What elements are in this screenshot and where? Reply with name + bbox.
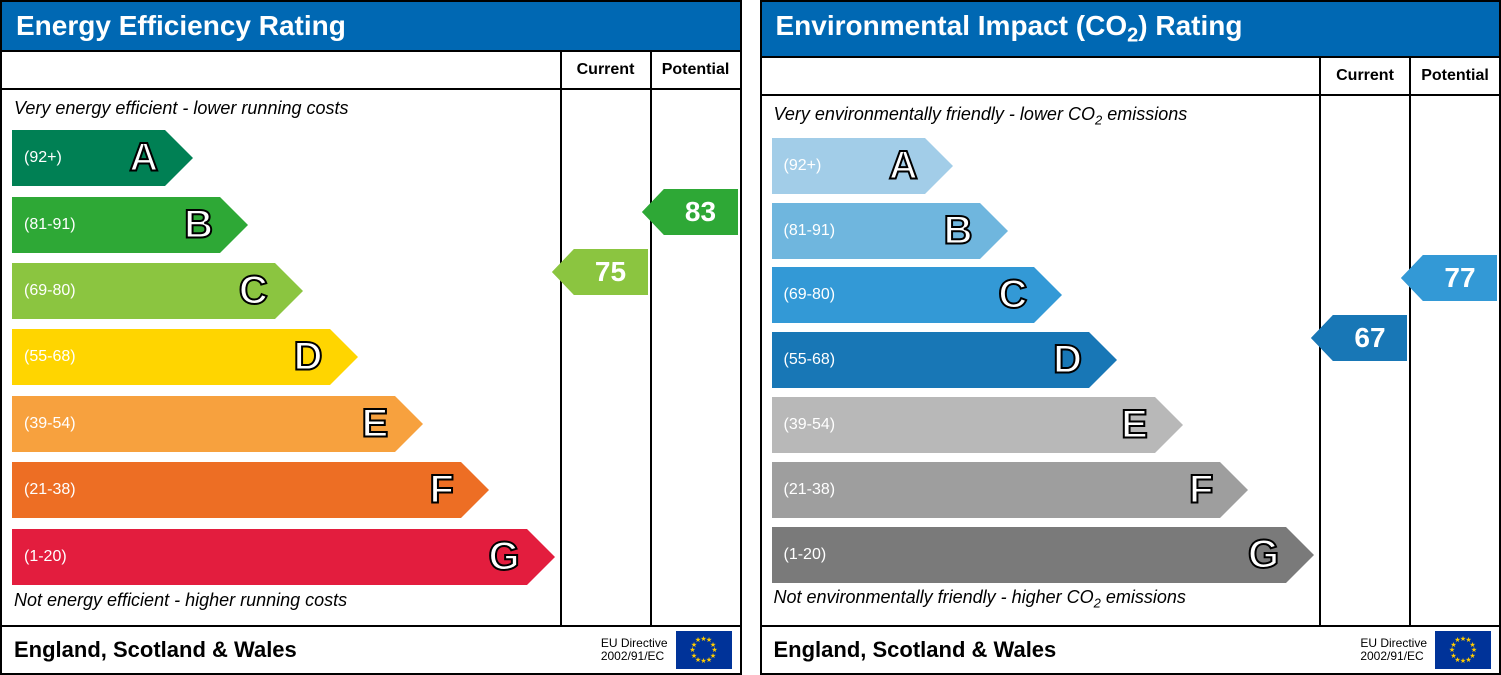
band-range: (39-54) [24,415,76,433]
rating-pointer: 75 [574,249,648,295]
rating-band-C: (69-80) C [12,263,560,319]
region-label: England, Scotland & Wales [14,637,601,663]
potential-column: 83 [650,90,740,625]
band-range: (81-91) [24,216,76,234]
bands-area: Very environmentally friendly - lower CO… [762,96,1320,625]
band-letter: E [1121,403,1149,448]
rating-pointer: 83 [664,189,738,235]
band-range: (1-20) [24,548,67,566]
rating-band-B: (81-91) B [772,203,1320,259]
band-letter: D [1053,338,1083,383]
energy-efficiency-panel: Energy Efficiency Rating Current Potenti… [0,0,742,675]
bottom-caption: Not energy efficient - higher running co… [12,588,560,619]
band-letter: F [430,468,455,513]
band-letter: G [489,534,521,579]
bottom-caption: Not environmentally friendly - higher CO… [772,585,1320,619]
rating-band-F: (21-38) F [12,462,560,518]
directive-label: EU Directive 2002/91/EC [601,637,668,663]
top-caption: Very energy efficient - lower running co… [12,96,560,127]
rating-pointer: 77 [1423,255,1497,301]
eu-flag-icon: ★★★★★★★★★★★★ [1435,631,1491,669]
rating-band-D: (55-68) D [772,332,1320,388]
footer: England, Scotland & Wales EU Directive 2… [2,625,740,673]
current-column: 67 [1319,96,1409,625]
col-current-label: Current [560,52,650,88]
panel-title: Energy Efficiency Rating [2,2,740,52]
band-letter: G [1248,532,1280,577]
bands-container: (92+) A (81-91) B (69-80) C (55-68) D (39-54) E (2… [12,127,560,588]
band-range: (69-80) [24,282,76,300]
environmental-impact-panel: Environmental Impact (CO2) Rating Curren… [760,0,1501,675]
band-range: (55-68) [784,351,836,369]
col-current-label: Current [1319,58,1409,94]
rating-pointer: 67 [1333,315,1407,361]
rating-band-D: (55-68) D [12,329,560,385]
rating-band-F: (21-38) F [772,462,1320,518]
rating-band-G: (1-20) G [772,527,1320,583]
band-letter: F [1189,468,1214,513]
top-caption: Very environmentally friendly - lower CO… [772,102,1320,136]
band-letter: A [129,136,159,181]
band-range: (39-54) [784,416,836,434]
region-label: England, Scotland & Wales [774,637,1361,663]
band-range: (21-38) [24,481,76,499]
band-letter: B [944,208,974,253]
bands-area: Very energy efficient - lower running co… [2,90,560,625]
panel-title: Environmental Impact (CO2) Rating [762,2,1500,58]
col-potential-label: Potential [650,52,740,88]
band-range: (81-91) [784,222,836,240]
band-range: (55-68) [24,348,76,366]
potential-column: 77 [1409,96,1499,625]
rating-band-C: (69-80) C [772,267,1320,323]
rating-band-G: (1-20) G [12,529,560,585]
band-letter: C [239,269,269,314]
band-letter: A [889,143,919,188]
rating-band-A: (92+) A [772,138,1320,194]
bands-container: (92+) A (81-91) B (69-80) C (55-68) D (39-54) E (2… [772,135,1320,585]
current-column: 75 [560,90,650,625]
band-range: (92+) [24,149,62,167]
rating-band-B: (81-91) B [12,197,560,253]
col-potential-label: Potential [1409,58,1499,94]
band-range: (21-38) [784,481,836,499]
rating-band-E: (39-54) E [12,396,560,452]
band-letter: B [184,202,214,247]
footer: England, Scotland & Wales EU Directive 2… [762,625,1500,673]
rating-band-A: (92+) A [12,130,560,186]
header-row: Current Potential [2,52,740,90]
eu-flag-icon: ★★★★★★★★★★★★ [676,631,732,669]
directive-label: EU Directive 2002/91/EC [1360,637,1427,663]
band-letter: D [294,335,324,380]
band-range: (69-80) [784,286,836,304]
rating-band-E: (39-54) E [772,397,1320,453]
band-range: (92+) [784,157,822,175]
header-row: Current Potential [762,58,1500,96]
band-range: (1-20) [784,546,827,564]
band-letter: C [998,273,1028,318]
band-letter: E [362,401,390,446]
